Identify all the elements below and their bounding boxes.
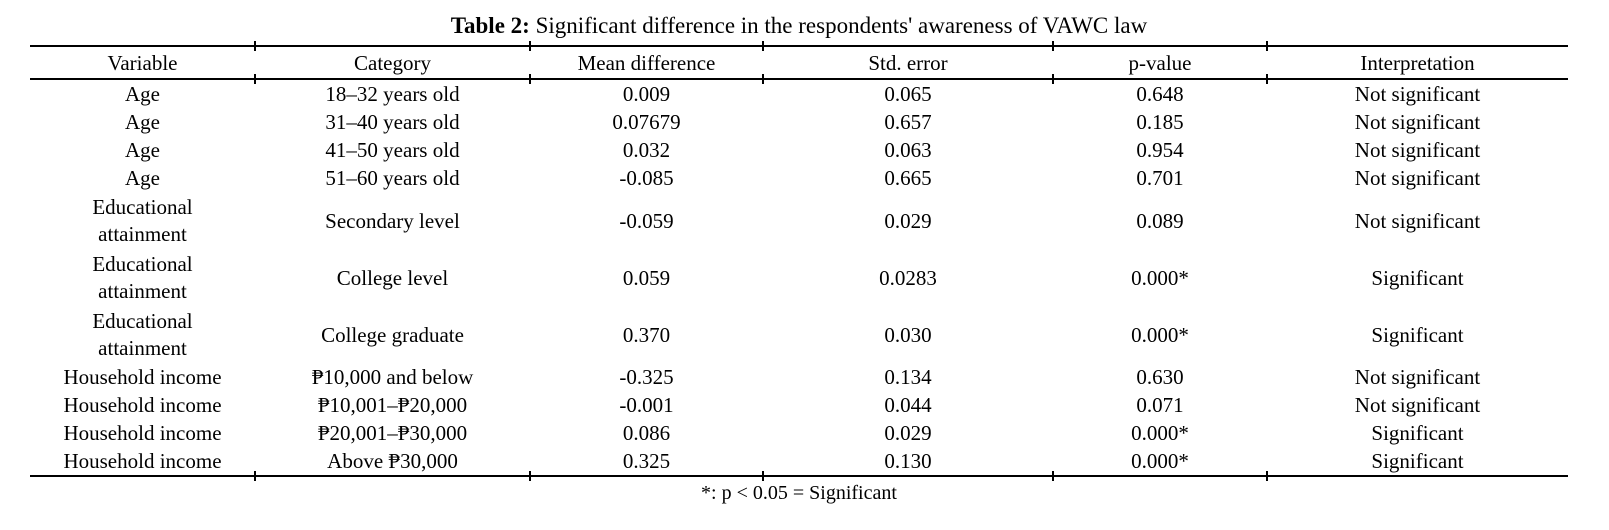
cell-p-value: 0.000*: [1052, 447, 1267, 481]
cell-mean-difference: 0.032: [622, 138, 671, 162]
cell-mean-difference: -0.059: [619, 208, 674, 233]
cell-category: Above ₱30,000: [254, 447, 530, 481]
header-cell-std-error: Std. error: [762, 42, 1053, 85]
cell-interpretation: Not significant: [1354, 365, 1481, 389]
cell-category: ₱10,001–₱20,000: [317, 393, 468, 417]
table-row: Educational attainment College level 0.0…: [30, 249, 1568, 306]
cell-category: 41–50 years old: [325, 138, 460, 162]
table-row: Household income Above ₱30,000 0.325 0.1…: [30, 447, 1568, 481]
cell-mean-difference: 0.086: [622, 421, 671, 445]
cell-variable: Household income: [63, 365, 222, 389]
cell-variable: Educational attainment: [92, 251, 193, 303]
cell-mean-difference: -0.325: [619, 365, 674, 389]
cell-variable: Educational attainment: [92, 194, 193, 246]
cell-category: ₱10,000 and below: [311, 365, 474, 389]
cell-mean-difference: -0.001: [619, 393, 674, 417]
table-caption-text: Significant difference in the respondent…: [529, 13, 1148, 38]
cell-category: 18–32 years old: [325, 82, 460, 106]
results-table: Variable Category Mean difference Std. e…: [30, 42, 1568, 481]
table-row: Educational attainment College graduate …: [30, 306, 1568, 363]
table-row: Educational attainment Secondary level -…: [30, 192, 1568, 249]
cell-p-value: 0.701: [1136, 166, 1184, 190]
cell-p-value: 0.954: [1136, 138, 1184, 162]
cell-variable: Household income: [63, 393, 222, 417]
header-cell-interpretation: Interpretation: [1266, 42, 1568, 85]
header-cell-mean-difference: Mean difference: [529, 42, 763, 85]
cell-variable: Age: [125, 166, 160, 190]
cell-interpretation: Not significant: [1354, 82, 1481, 106]
header-cell-category: Category: [254, 42, 530, 85]
table-row: Age 51–60 years old -0.085 0.665 0.701 N…: [30, 164, 1568, 192]
table-row: Household income ₱10,000 and below -0.32…: [30, 363, 1568, 391]
cell-interpretation: Significant: [1266, 447, 1568, 481]
cell-category: College graduate: [321, 322, 464, 347]
cell-category: 31–40 years old: [325, 110, 460, 134]
table-row: Age 31–40 years old 0.07679 0.657 0.185 …: [30, 108, 1568, 136]
cell-p-value: 0.185: [1136, 110, 1184, 134]
cell-std-error: 0.065: [884, 82, 932, 106]
cell-mean-difference: 0.325: [529, 447, 763, 481]
cell-std-error: 0.044: [884, 393, 932, 417]
cell-mean-difference: -0.085: [619, 166, 674, 190]
cell-std-error: 0.030: [884, 322, 932, 347]
cell-p-value: 0.089: [1136, 208, 1184, 233]
cell-category: 51–60 years old: [325, 166, 460, 190]
cell-p-value: 0.000*: [1131, 265, 1189, 290]
table-header-row: Variable Category Mean difference Std. e…: [30, 42, 1568, 85]
cell-std-error: 0.657: [884, 110, 932, 134]
cell-std-error: 0.0283: [879, 265, 937, 290]
cell-p-value: 0.071: [1136, 393, 1184, 417]
cell-category: ₱20,001–₱30,000: [317, 421, 468, 445]
cell-p-value: 0.630: [1136, 365, 1184, 389]
table-row: Household income ₱20,001–₱30,000 0.086 0…: [30, 419, 1568, 447]
cell-std-error: 0.029: [884, 421, 932, 445]
cell-interpretation: Not significant: [1354, 166, 1481, 190]
cell-category: Secondary level: [325, 208, 460, 233]
cell-std-error: 0.130: [762, 447, 1053, 481]
cell-interpretation: Not significant: [1354, 208, 1481, 233]
table-row: Age 41–50 years old 0.032 0.063 0.954 No…: [30, 136, 1568, 164]
cell-mean-difference: 0.07679: [612, 110, 681, 134]
cell-variable: Age: [125, 138, 160, 162]
cell-p-value: 0.648: [1136, 82, 1184, 106]
table-row: Household income ₱10,001–₱20,000 -0.001 …: [30, 391, 1568, 419]
cell-variable: Household income: [30, 447, 255, 477]
cell-interpretation: Significant: [1371, 421, 1464, 445]
header-cell-variable: Variable: [30, 45, 255, 80]
cell-std-error: 0.134: [884, 365, 932, 389]
cell-category: College level: [336, 265, 449, 290]
cell-interpretation: Significant: [1371, 322, 1464, 347]
cell-mean-difference: 0.009: [622, 82, 671, 106]
cell-interpretation: Not significant: [1354, 393, 1481, 417]
cell-std-error: 0.665: [884, 166, 932, 190]
cell-p-value: 0.000*: [1131, 322, 1189, 347]
cell-variable: Age: [125, 110, 160, 134]
cell-mean-difference: 0.059: [622, 265, 671, 290]
table-footnote: *: p < 0.05 = Significant: [701, 482, 897, 504]
cell-p-value: 0.000*: [1131, 421, 1189, 445]
cell-std-error: 0.029: [884, 208, 932, 233]
cell-interpretation: Significant: [1371, 265, 1464, 290]
cell-variable: Household income: [63, 421, 222, 445]
cell-std-error: 0.063: [884, 138, 932, 162]
cell-interpretation: Not significant: [1354, 110, 1481, 134]
cell-variable: Educational attainment: [92, 308, 193, 360]
cell-mean-difference: 0.370: [622, 322, 671, 347]
table-row: Age 18–32 years old 0.009 0.065 0.648 No…: [30, 79, 1568, 108]
table-caption-label: Table 2:: [450, 13, 530, 38]
cell-interpretation: Not significant: [1354, 138, 1481, 162]
header-cell-p-value: p-value: [1052, 42, 1267, 85]
table-caption: Table 2: Significant difference in the r…: [30, 0, 1568, 41]
cell-variable: Age: [125, 82, 160, 106]
